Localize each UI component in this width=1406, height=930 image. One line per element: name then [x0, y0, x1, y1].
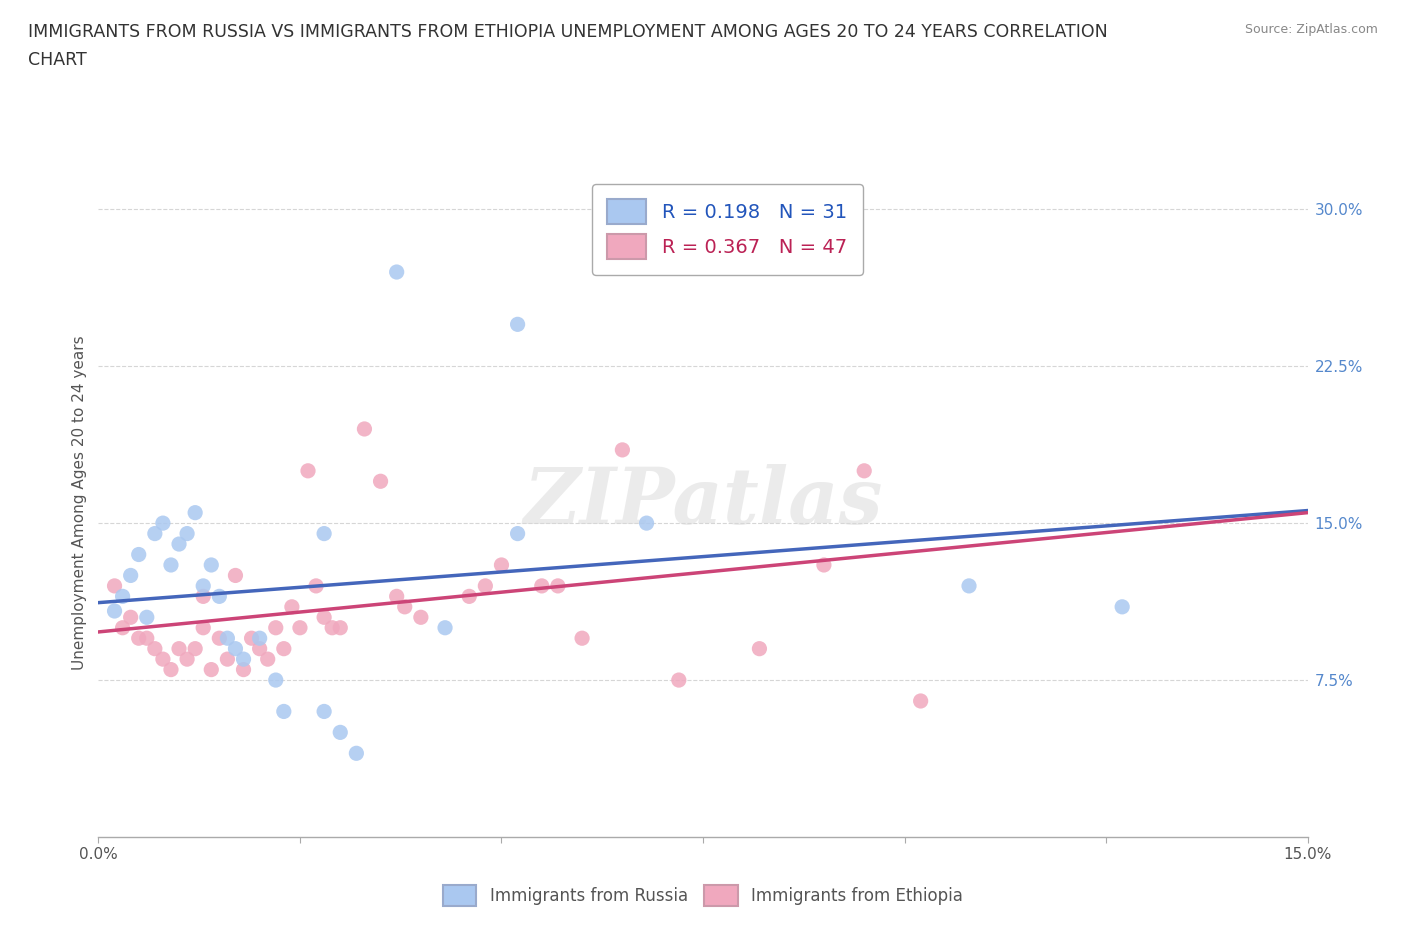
Text: Source: ZipAtlas.com: Source: ZipAtlas.com: [1244, 23, 1378, 36]
Point: [1111, 600, 1133, 615]
Point: [184, 642, 207, 657]
Point: [120, 610, 142, 625]
Point: [612, 443, 634, 458]
Point: [143, 642, 166, 657]
Point: [385, 589, 408, 604]
Point: [530, 578, 553, 593]
Point: [910, 694, 932, 709]
Point: [160, 662, 183, 677]
Point: [344, 746, 367, 761]
Point: [128, 547, 150, 562]
Point: [224, 568, 246, 583]
Point: [200, 558, 222, 573]
Point: [305, 578, 328, 593]
Point: [491, 558, 513, 573]
Point: [152, 652, 174, 667]
Point: [321, 620, 343, 635]
Point: [200, 662, 222, 677]
Text: CHART: CHART: [28, 51, 87, 69]
Point: [167, 537, 190, 551]
Point: [288, 620, 311, 635]
Point: [571, 631, 593, 645]
Point: [111, 589, 134, 604]
Point: [264, 672, 287, 687]
Point: [193, 589, 215, 604]
Point: [281, 600, 304, 615]
Point: [111, 620, 134, 635]
Point: [184, 505, 207, 520]
Point: [385, 265, 408, 280]
Point: [208, 589, 231, 604]
Point: [232, 662, 254, 677]
Point: [193, 578, 215, 593]
Point: [329, 725, 352, 740]
Point: [103, 604, 125, 618]
Point: [224, 642, 246, 657]
Point: [314, 526, 336, 541]
Point: [249, 631, 271, 645]
Point: [256, 652, 278, 667]
Point: [143, 526, 166, 541]
Point: [273, 642, 295, 657]
Point: [176, 652, 198, 667]
Point: [409, 610, 432, 625]
Point: [217, 652, 239, 667]
Legend: Immigrants from Russia, Immigrants from Ethiopia: Immigrants from Russia, Immigrants from …: [436, 879, 970, 912]
Point: [249, 642, 271, 657]
Point: [264, 620, 287, 635]
Point: [152, 516, 174, 531]
Point: [458, 589, 481, 604]
Point: [853, 463, 876, 478]
Text: IMMIGRANTS FROM RUSSIA VS IMMIGRANTS FROM ETHIOPIA UNEMPLOYMENT AMONG AGES 20 TO: IMMIGRANTS FROM RUSSIA VS IMMIGRANTS FRO…: [28, 23, 1108, 41]
Point: [167, 642, 190, 657]
Point: [176, 526, 198, 541]
Point: [232, 652, 254, 667]
Point: [314, 610, 336, 625]
Point: [434, 620, 457, 635]
Point: [329, 620, 352, 635]
Point: [668, 672, 690, 687]
Point: [120, 568, 142, 583]
Point: [160, 558, 183, 573]
Point: [103, 578, 125, 593]
Point: [474, 578, 496, 593]
Point: [273, 704, 295, 719]
Point: [636, 516, 658, 531]
Point: [128, 631, 150, 645]
Point: [193, 620, 215, 635]
Point: [957, 578, 980, 593]
Point: [217, 631, 239, 645]
Text: ZIPatlas: ZIPatlas: [523, 464, 883, 540]
Point: [353, 421, 375, 436]
Y-axis label: Unemployment Among Ages 20 to 24 years: Unemployment Among Ages 20 to 24 years: [72, 335, 87, 670]
Point: [547, 578, 569, 593]
Point: [748, 642, 770, 657]
Point: [208, 631, 231, 645]
Point: [506, 317, 529, 332]
Point: [314, 704, 336, 719]
Point: [135, 631, 157, 645]
Point: [135, 610, 157, 625]
Point: [297, 463, 319, 478]
Point: [240, 631, 263, 645]
Point: [813, 558, 835, 573]
Point: [394, 600, 416, 615]
Point: [370, 474, 392, 489]
Legend: R = 0.198   N = 31, R = 0.367   N = 47: R = 0.198 N = 31, R = 0.367 N = 47: [592, 184, 862, 274]
Point: [506, 526, 529, 541]
